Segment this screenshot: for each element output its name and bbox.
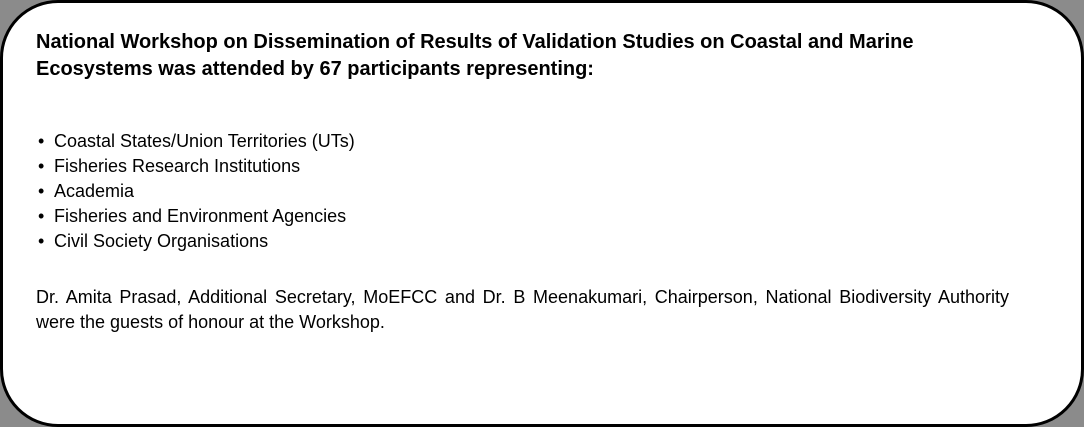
bullet-marker: • — [38, 181, 45, 201]
workshop-heading: National Workshop on Dissemination of Re… — [36, 31, 914, 80]
list-item: • Civil Society Organisations — [36, 229, 1009, 254]
list-item-label: Fisheries Research Institutions — [54, 156, 301, 176]
list-item-label: Academia — [54, 181, 135, 201]
participants-list: • Coastal States/Union Territories (UTs)… — [36, 129, 1009, 254]
bullet-marker: • — [38, 131, 45, 151]
list-item: • Fisheries Research Institutions — [36, 154, 1009, 179]
list-item: • Fisheries and Environment Agencies — [36, 204, 1009, 229]
bullet-marker: • — [38, 231, 45, 251]
list-item: • Academia — [36, 179, 1009, 204]
list-item-label: Fisheries and Environment Agencies — [54, 206, 347, 226]
list-item: • Coastal States/Union Territories (UTs) — [36, 129, 1009, 154]
bullet-marker: • — [38, 206, 45, 226]
list-item-label: Civil Society Organisations — [54, 231, 269, 251]
card-content: National Workshop on Dissemination of Re… — [3, 3, 1081, 335]
list-item-label: Coastal States/Union Territories (UTs) — [54, 131, 355, 151]
bullet-marker: • — [38, 156, 45, 176]
guests-paragraph: Dr. Amita Prasad, Additional Secretary, … — [36, 287, 1009, 332]
